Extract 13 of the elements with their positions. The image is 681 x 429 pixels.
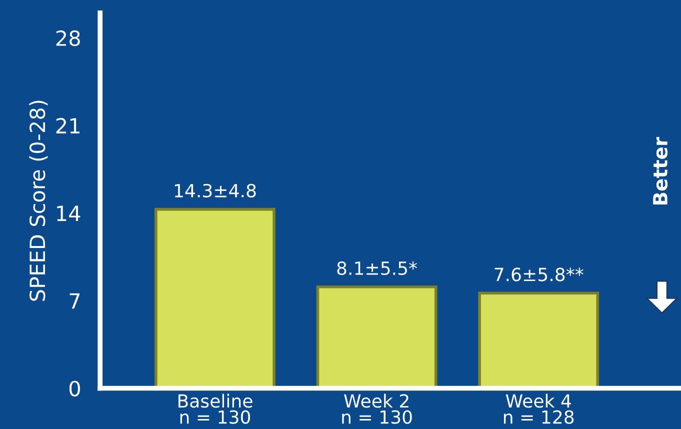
y-tick-label: 21	[56, 118, 80, 134]
data-label: 14.3±4.8	[174, 184, 256, 198]
y-axis-title: SPEED Score (0-28)	[29, 100, 48, 301]
annotation: Better	[653, 136, 668, 204]
data-label: 8.1±5.5*	[337, 261, 418, 276]
x-tick-label: Baseline n = 130	[178, 394, 252, 424]
x-tick-label: Week 4 n = 128	[504, 394, 574, 424]
y-tick-label: 0	[69, 380, 80, 396]
data-label: 7.6±5.8**	[494, 268, 584, 282]
y-tick-label: 28	[56, 30, 80, 46]
y-tick-label: 7	[70, 293, 80, 309]
x-tick-label: Week 2 n = 130	[342, 394, 412, 424]
y-tick-label: 14	[57, 206, 80, 221]
